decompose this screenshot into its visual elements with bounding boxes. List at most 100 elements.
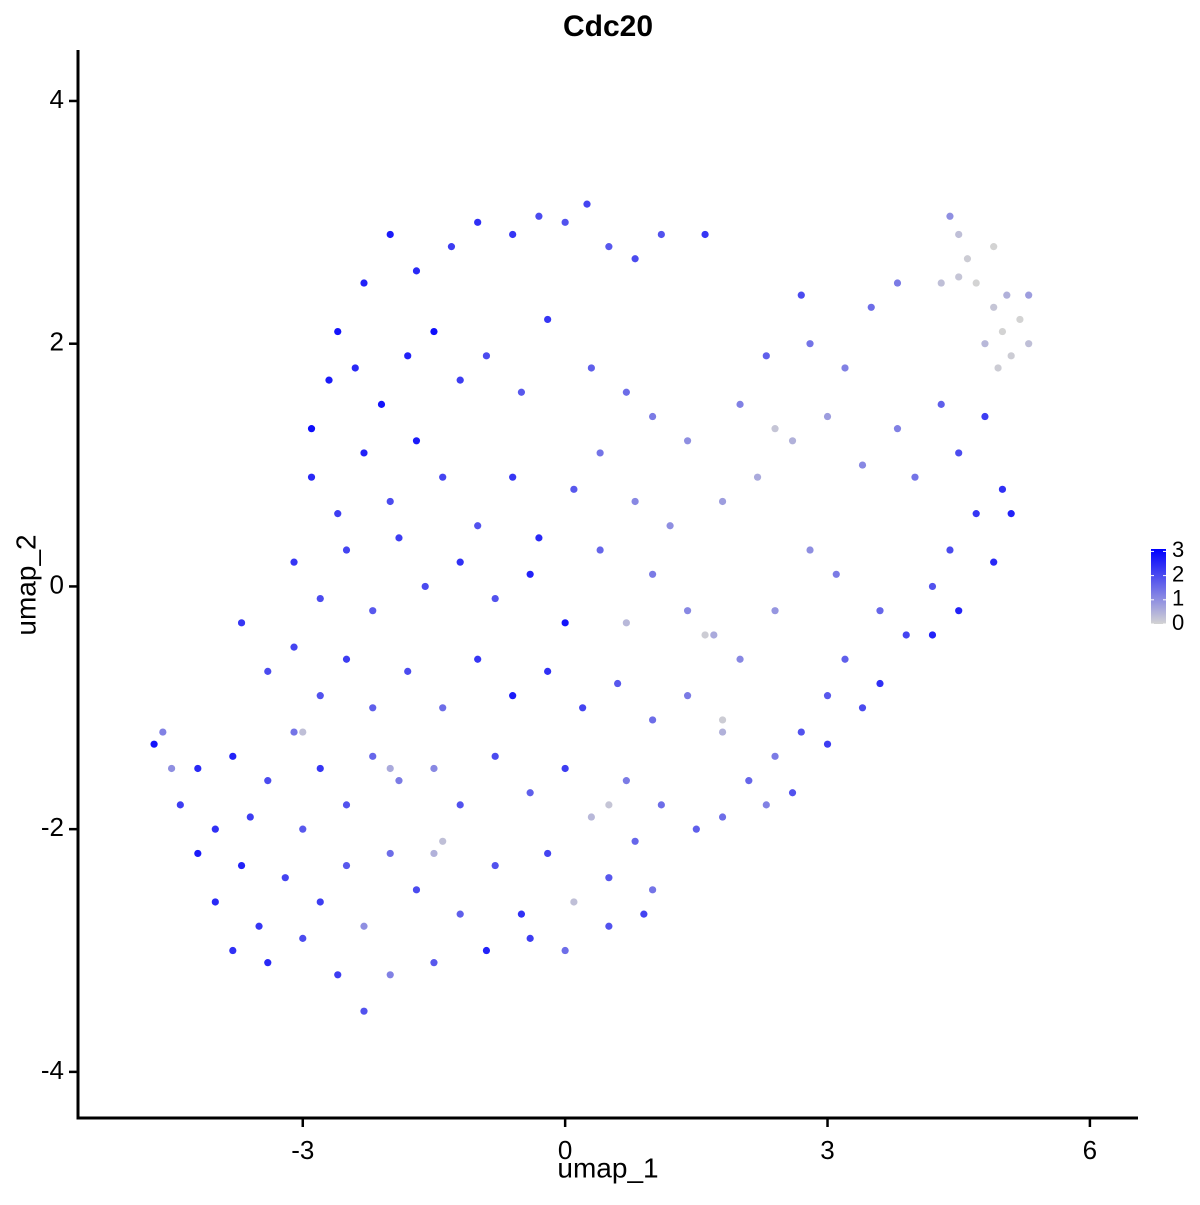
point	[736, 655, 744, 663]
point	[299, 825, 307, 833]
point	[701, 631, 709, 639]
point	[683, 607, 692, 615]
point	[937, 400, 945, 408]
point	[439, 837, 447, 845]
point	[264, 667, 272, 675]
point	[264, 959, 272, 967]
point	[718, 716, 727, 724]
point	[360, 279, 368, 287]
point	[1003, 291, 1011, 299]
point	[570, 898, 578, 906]
points	[150, 200, 1033, 1015]
point	[946, 546, 954, 554]
point	[491, 861, 499, 870]
point	[351, 364, 359, 372]
point	[994, 364, 1002, 372]
point	[876, 679, 884, 688]
point	[605, 801, 613, 809]
point	[334, 327, 342, 336]
point	[474, 655, 482, 663]
point	[290, 558, 298, 566]
point	[1025, 340, 1033, 348]
point	[167, 764, 176, 773]
point	[981, 340, 989, 348]
point	[622, 388, 630, 396]
point	[928, 582, 937, 591]
point	[736, 400, 744, 408]
point	[972, 510, 980, 518]
point	[430, 327, 438, 336]
point	[649, 412, 657, 421]
point	[605, 243, 613, 251]
point	[771, 607, 779, 615]
point	[718, 728, 727, 736]
color-bar	[1151, 549, 1166, 624]
point	[867, 303, 875, 311]
point	[491, 594, 499, 603]
point	[404, 352, 412, 360]
point	[1025, 291, 1033, 299]
point	[570, 485, 578, 493]
point	[893, 279, 902, 287]
point	[474, 522, 482, 530]
point	[579, 704, 587, 712]
point	[998, 327, 1007, 336]
point	[526, 789, 534, 797]
point	[928, 631, 937, 639]
point	[998, 485, 1007, 493]
point	[290, 643, 298, 651]
x-tick-label: -3	[291, 1135, 314, 1165]
point	[823, 412, 832, 421]
color-bar-label: 0	[1172, 610, 1184, 635]
point	[517, 388, 526, 396]
point	[1007, 352, 1015, 360]
point	[517, 910, 526, 918]
point	[911, 473, 919, 481]
point	[718, 813, 727, 821]
point	[229, 946, 237, 955]
point	[561, 619, 569, 627]
point	[412, 437, 421, 445]
point	[237, 861, 246, 870]
point	[631, 837, 639, 845]
point	[386, 497, 394, 506]
point	[649, 716, 657, 724]
point	[456, 910, 464, 918]
point	[596, 546, 604, 554]
point	[316, 594, 324, 603]
point	[369, 704, 377, 712]
point	[858, 704, 867, 712]
point	[386, 971, 394, 979]
point	[561, 218, 569, 226]
point	[876, 607, 884, 615]
point	[509, 230, 517, 239]
point	[360, 1007, 368, 1015]
point	[788, 789, 797, 797]
point	[622, 777, 630, 785]
point	[955, 449, 963, 457]
point	[771, 425, 779, 433]
point	[605, 922, 613, 930]
point	[1016, 315, 1024, 324]
point	[657, 230, 665, 239]
point	[316, 898, 324, 906]
x-tick-label: 0	[558, 1135, 572, 1165]
point	[229, 752, 237, 760]
point	[858, 461, 867, 469]
point	[762, 801, 770, 809]
point	[587, 364, 595, 372]
point	[631, 497, 639, 506]
point	[587, 813, 595, 821]
point	[946, 212, 954, 220]
point	[596, 449, 604, 457]
point	[211, 825, 219, 833]
point	[622, 619, 630, 627]
point	[509, 473, 517, 481]
y-tick-label: -2	[41, 812, 64, 842]
point	[972, 279, 980, 287]
point	[806, 546, 814, 554]
point	[395, 534, 403, 542]
point	[990, 303, 998, 311]
